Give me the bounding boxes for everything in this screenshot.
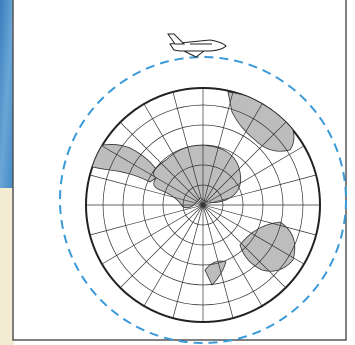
orbit (59, 56, 347, 344)
background-strip (0, 188, 14, 345)
background-strip (0, 0, 14, 188)
globe (85, 87, 321, 323)
shuttle (167, 33, 227, 58)
